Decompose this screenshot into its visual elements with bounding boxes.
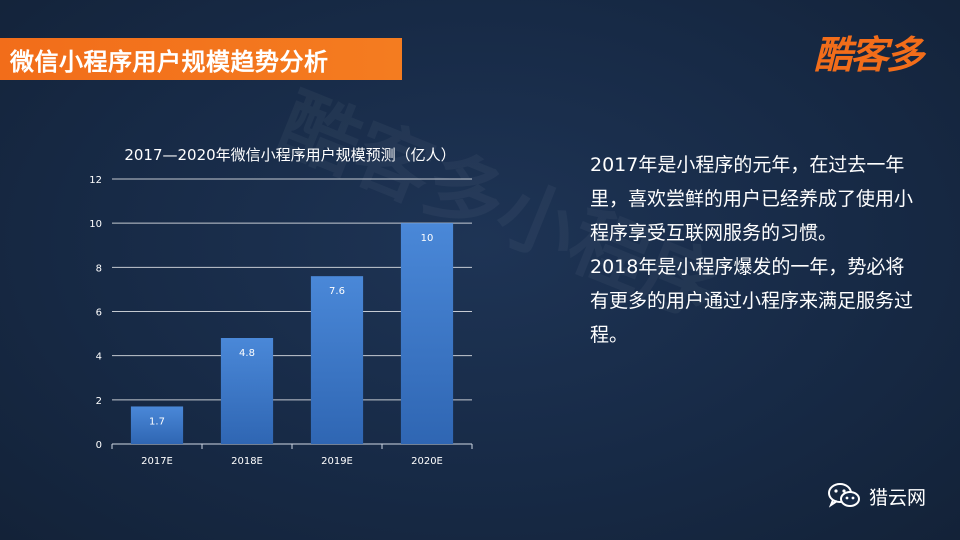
y-tick-label: 8 <box>96 263 102 274</box>
bar-2018E <box>220 338 274 444</box>
y-axis-ticks: 0 2 4 6 8 10 12 <box>89 175 102 451</box>
x-tick-label: 2020E <box>411 456 443 467</box>
x-axis-ticks: 2017E 2018E 2019E 2020E <box>111 444 473 467</box>
data-label: 4.8 <box>239 348 255 359</box>
x-tick-label: 2018E <box>231 456 263 467</box>
title-banner: 微信小程序用户规模趋势分析 <box>0 38 402 80</box>
bar-2020E <box>400 223 454 444</box>
y-tick-label: 0 <box>96 440 102 451</box>
description-paragraph-2: 2018年是小程序爆发的一年，势必将有更多的用户通过小程序来满足服务过程。 <box>590 256 914 346</box>
brand-logo: 酷客多 <box>813 33 924 77</box>
bar-2019E <box>310 276 364 444</box>
description: 2017年是小程序的元年，在过去一年里，喜欢尝鲜的用户已经养成了使用小程序享受互… <box>590 148 920 352</box>
wechat-icon <box>827 483 860 508</box>
chart-title: 2017—2020年微信小程序用户规模预测（亿人） <box>124 146 456 164</box>
page-title: 微信小程序用户规模趋势分析 <box>10 47 329 76</box>
x-tick-label: 2017E <box>141 456 173 467</box>
x-tick-label: 2019E <box>321 456 353 467</box>
footer-brand: 猎云网 <box>827 482 926 510</box>
data-label: 1.7 <box>149 416 165 427</box>
bars: 1.7 4.8 7.6 10 <box>130 223 454 444</box>
bar-2017E <box>130 406 184 444</box>
y-tick-label: 12 <box>89 175 102 186</box>
data-label: 7.6 <box>329 286 345 297</box>
y-tick-label: 10 <box>89 219 102 230</box>
y-tick-label: 6 <box>96 308 102 319</box>
bar-chart: 0 2 4 6 8 10 12 1.7 4.8 7.6 10 2017E 2018E 2019E 202… <box>89 175 473 467</box>
y-tick-label: 4 <box>96 352 102 363</box>
y-tick-label: 2 <box>96 396 102 407</box>
description-paragraph-1: 2017年是小程序的元年，在过去一年里，喜欢尝鲜的用户已经养成了使用小程序享受互… <box>590 154 914 244</box>
gridlines <box>112 178 472 445</box>
footer-brand-name: 猎云网 <box>868 486 926 509</box>
data-label: 10 <box>421 233 434 244</box>
